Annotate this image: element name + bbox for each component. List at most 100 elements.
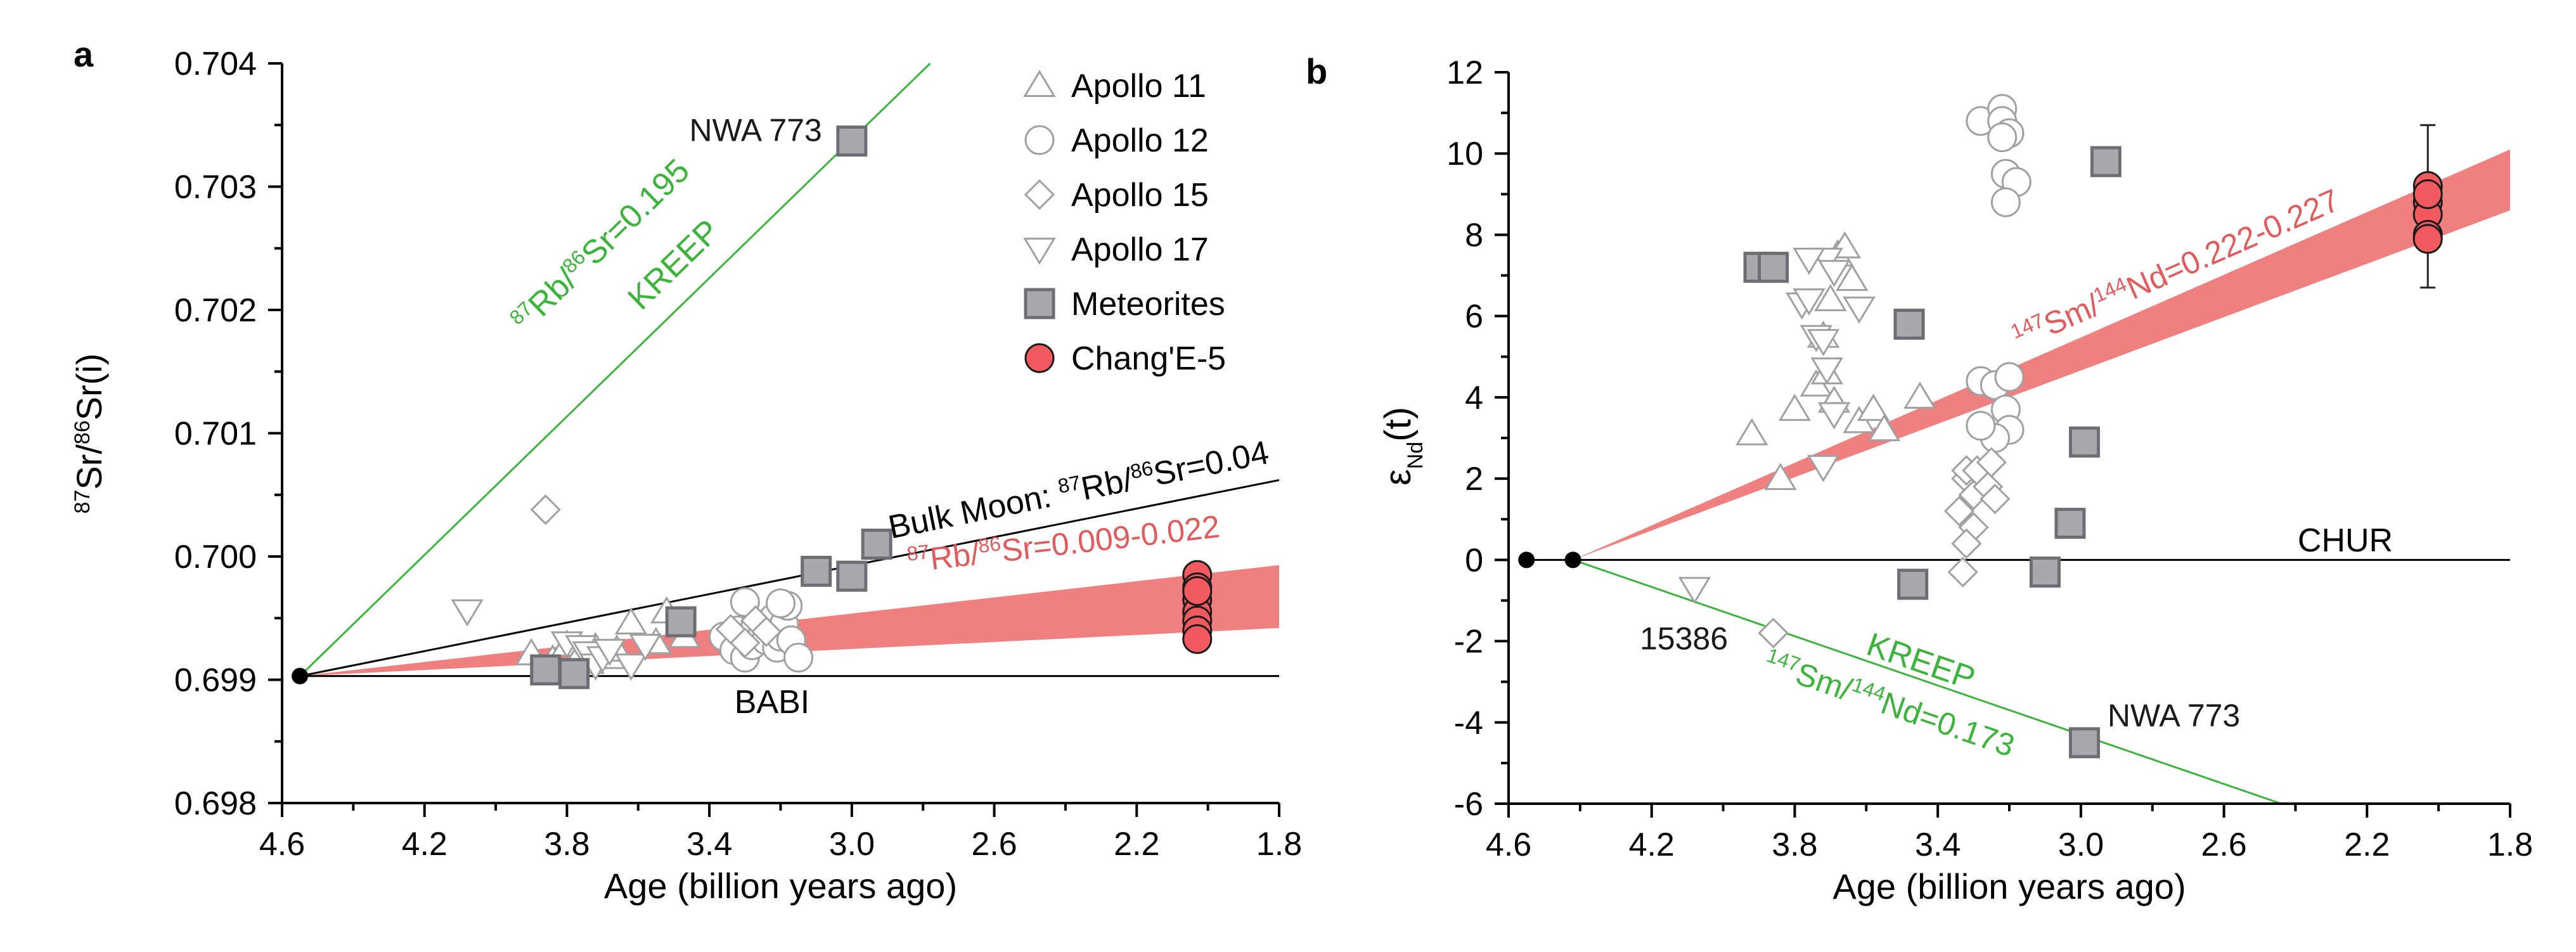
anchor-point (1564, 551, 1581, 569)
y-tick-label: 8 (1465, 217, 1483, 254)
data-point (1735, 418, 1768, 446)
y-tick-label: -6 (1454, 786, 1483, 823)
legend-label: Apollo 17 (1071, 231, 1209, 268)
data-point (1980, 484, 2011, 515)
data-point (1793, 288, 1826, 316)
legend-label: Apollo 15 (1071, 177, 1209, 214)
series-meteorites (1743, 146, 2122, 759)
x-tick-label: 2.6 (971, 826, 1017, 863)
x-axis-label: Age (billion years ago) (1832, 866, 2186, 906)
legend-label: Chang'E-5 (1071, 340, 1226, 377)
data-point (1943, 496, 1975, 527)
data-point (1987, 122, 2018, 153)
data-point (1758, 617, 1789, 648)
x-axis-label: Age (billion years ago) (604, 866, 957, 906)
data-point (1678, 577, 1711, 605)
legend-marker (1024, 179, 1055, 210)
legend-label: Apollo 11 (1071, 68, 1206, 105)
y-axis-label: 87Sr/86Sr(i) (69, 354, 109, 514)
x-tick-label: 3.0 (2058, 827, 2104, 863)
legend-label: Apollo 12 (1071, 122, 1209, 159)
data-point (629, 634, 662, 661)
legend: Apollo 11 Apollo 12 Apollo 15 Apollo 17 Mete… (1023, 68, 1226, 377)
y-tick-label: 0.704 (174, 46, 257, 82)
annotation: 15386 (1640, 621, 1728, 656)
series-apollo-12 (1966, 94, 2032, 453)
x-tick-label: 4.6 (259, 826, 305, 863)
legend-marker (1024, 125, 1055, 155)
data-point (530, 494, 561, 525)
y-tick-label: 0.698 (174, 785, 257, 822)
data-point (2090, 146, 2122, 177)
x-tick-label: 3.8 (544, 826, 589, 863)
x-tick-label: 2.2 (1114, 826, 1159, 863)
y-tick-label: 2 (1465, 461, 1483, 498)
data-point (1994, 362, 2025, 392)
series-apollo-17 (1678, 247, 1876, 605)
series-chang-e-5 (1182, 560, 1213, 654)
pink-band (1573, 149, 2510, 560)
y-tick-label: 0.699 (174, 662, 257, 699)
data-point (1951, 528, 1982, 559)
y-tick-label: -4 (1454, 705, 1483, 742)
y-tick-label: 6 (1465, 299, 1483, 335)
data-point (750, 616, 782, 647)
data-point (836, 560, 868, 592)
series-meteorites (530, 125, 892, 690)
data-point (1764, 463, 1797, 491)
x-tick-label: 1.8 (1256, 826, 1302, 863)
legend-marker (1024, 343, 1055, 373)
x-tick-label: 1.8 (2487, 827, 2533, 863)
legend-label: Meteorites (1071, 286, 1225, 323)
data-point (1182, 624, 1213, 654)
legend-marker (1023, 238, 1056, 265)
series-chang-e-5 (2412, 124, 2443, 289)
x-tick-label: 2.2 (2344, 827, 2390, 863)
data-point (665, 606, 697, 638)
ref-line-bulk-moon (299, 479, 1280, 678)
panel-label: b (1306, 51, 1327, 91)
data-point (801, 555, 832, 587)
data-point (2412, 224, 2443, 254)
y-tick-label: 0.700 (174, 539, 257, 576)
data-point (1857, 394, 1890, 421)
data-point (1806, 454, 1840, 482)
x-tick-label: 4.2 (402, 826, 448, 863)
data-point (1867, 414, 1901, 442)
x-tick-label: 3.8 (1772, 827, 1817, 863)
chur-label: CHUR (2298, 522, 2393, 559)
data-point (1843, 296, 1876, 324)
data-point (1814, 284, 1847, 312)
legend-marker (1024, 288, 1055, 319)
annotation: NWA 773 (689, 113, 821, 148)
data-point (861, 529, 892, 560)
ref-line-kreep (299, 62, 931, 677)
data-point (2054, 508, 2086, 539)
ref-line-kreep (1573, 558, 2282, 805)
data-point (1835, 264, 1869, 291)
data-point (1810, 357, 1843, 385)
data-point (1903, 381, 1936, 409)
data-point (2029, 556, 2061, 588)
y-tick-label: 0.702 (174, 292, 257, 329)
anchor-point (1518, 551, 1535, 569)
data-point (558, 658, 590, 690)
y-tick-label: 12 (1446, 55, 1483, 91)
data-point (1947, 556, 1978, 588)
x-tick-label: 3.4 (1915, 827, 1961, 863)
data-point (1817, 402, 1851, 430)
data-point (614, 607, 648, 635)
x-tick-label: 3.4 (686, 826, 732, 863)
x-tick-label: 4.2 (1629, 827, 1675, 863)
data-point (614, 653, 648, 681)
data-point (836, 125, 868, 157)
data-point (730, 627, 761, 659)
data-point (1182, 576, 1213, 606)
y-tick-label: 0.701 (174, 416, 257, 453)
data-point (766, 588, 795, 619)
data-point (1806, 329, 1840, 357)
data-point (2069, 426, 2100, 458)
y-tick-label: 0.703 (174, 169, 257, 206)
data-point (1990, 187, 2021, 217)
